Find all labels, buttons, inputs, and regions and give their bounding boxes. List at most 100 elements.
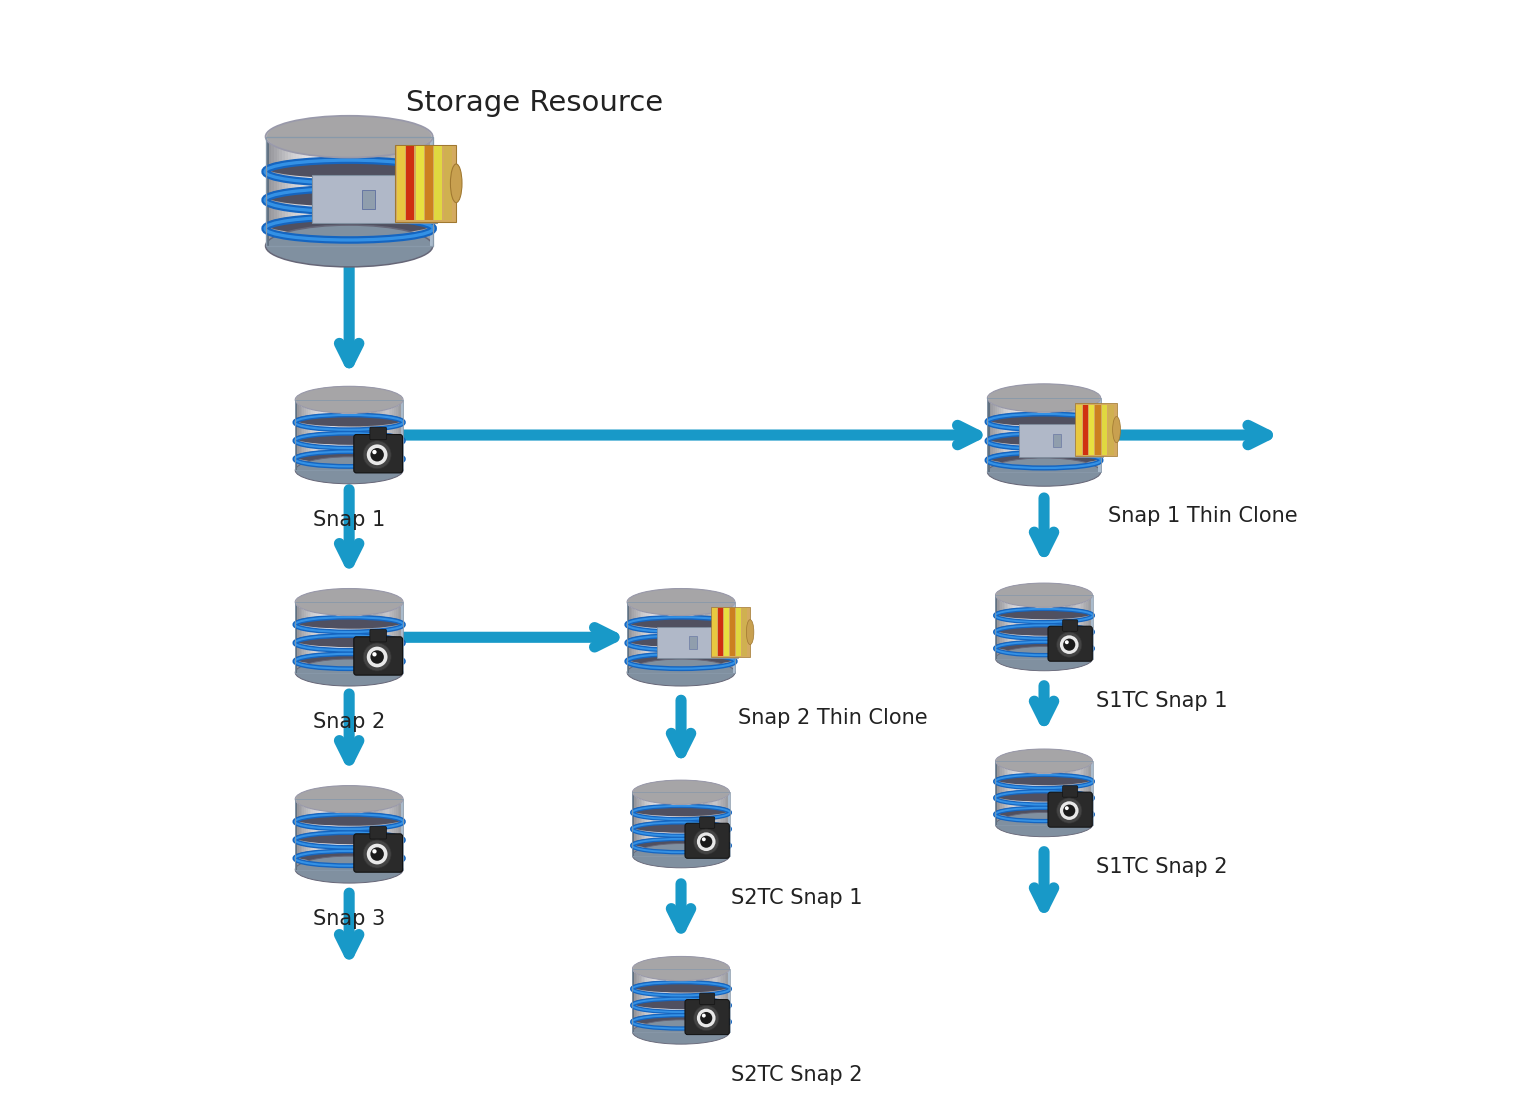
Polygon shape: [345, 602, 347, 673]
Ellipse shape: [634, 957, 729, 980]
Ellipse shape: [628, 589, 735, 615]
Ellipse shape: [628, 589, 733, 615]
Ellipse shape: [628, 589, 735, 615]
Ellipse shape: [267, 116, 431, 157]
Ellipse shape: [296, 386, 402, 413]
Polygon shape: [322, 799, 324, 869]
Ellipse shape: [295, 615, 403, 629]
Polygon shape: [351, 137, 354, 246]
Polygon shape: [362, 399, 364, 470]
Ellipse shape: [296, 387, 402, 413]
Polygon shape: [269, 137, 272, 246]
Polygon shape: [657, 602, 660, 673]
Polygon shape: [700, 969, 703, 1032]
Polygon shape: [1073, 398, 1074, 472]
Ellipse shape: [996, 750, 1091, 773]
Ellipse shape: [296, 786, 402, 812]
Ellipse shape: [266, 115, 432, 158]
Polygon shape: [347, 137, 350, 246]
Polygon shape: [715, 602, 717, 673]
Polygon shape: [318, 799, 321, 869]
Ellipse shape: [295, 786, 403, 812]
Polygon shape: [1041, 595, 1042, 659]
Polygon shape: [652, 602, 654, 673]
Polygon shape: [316, 137, 319, 246]
Circle shape: [697, 833, 715, 852]
Polygon shape: [351, 602, 353, 673]
Polygon shape: [691, 792, 692, 856]
Polygon shape: [681, 602, 683, 673]
Polygon shape: [361, 799, 362, 869]
FancyBboxPatch shape: [354, 434, 402, 473]
Ellipse shape: [633, 780, 729, 805]
Polygon shape: [371, 799, 373, 869]
Polygon shape: [387, 602, 390, 673]
Polygon shape: [332, 602, 333, 673]
Ellipse shape: [634, 957, 729, 980]
Polygon shape: [1093, 398, 1096, 472]
Polygon shape: [686, 969, 688, 1032]
Polygon shape: [686, 602, 689, 673]
Polygon shape: [1071, 761, 1073, 825]
Polygon shape: [1048, 761, 1051, 825]
Ellipse shape: [996, 583, 1093, 608]
Ellipse shape: [987, 384, 1100, 412]
Polygon shape: [720, 969, 721, 1032]
Polygon shape: [361, 399, 362, 470]
Text: S1TC Snap 2: S1TC Snap 2: [1096, 857, 1227, 877]
Polygon shape: [633, 969, 634, 1032]
Polygon shape: [724, 792, 726, 856]
Polygon shape: [385, 799, 387, 869]
Polygon shape: [1024, 398, 1025, 472]
Polygon shape: [1028, 761, 1030, 825]
Polygon shape: [1091, 761, 1093, 825]
Polygon shape: [668, 602, 671, 673]
Polygon shape: [1039, 595, 1041, 659]
Polygon shape: [1042, 761, 1044, 825]
Ellipse shape: [633, 780, 729, 805]
Polygon shape: [333, 399, 335, 470]
Polygon shape: [707, 602, 711, 673]
Ellipse shape: [628, 589, 735, 615]
FancyBboxPatch shape: [370, 630, 387, 642]
FancyBboxPatch shape: [700, 994, 715, 1005]
Polygon shape: [633, 602, 634, 673]
Polygon shape: [1041, 761, 1042, 825]
Polygon shape: [1002, 398, 1004, 472]
Ellipse shape: [633, 957, 729, 980]
Ellipse shape: [266, 116, 432, 158]
Polygon shape: [1019, 761, 1022, 825]
Polygon shape: [425, 137, 428, 246]
Ellipse shape: [989, 384, 1100, 412]
Ellipse shape: [633, 780, 729, 805]
Polygon shape: [995, 761, 998, 825]
Ellipse shape: [989, 384, 1100, 412]
Polygon shape: [306, 799, 309, 869]
Ellipse shape: [296, 386, 402, 413]
Polygon shape: [993, 398, 995, 472]
Polygon shape: [1068, 398, 1071, 472]
Ellipse shape: [267, 116, 431, 157]
FancyBboxPatch shape: [700, 817, 715, 828]
Polygon shape: [704, 602, 706, 673]
Ellipse shape: [628, 589, 733, 615]
Ellipse shape: [295, 386, 403, 413]
Ellipse shape: [989, 384, 1100, 412]
Polygon shape: [313, 399, 315, 470]
Polygon shape: [630, 602, 631, 673]
Ellipse shape: [987, 384, 1100, 412]
Circle shape: [367, 844, 388, 864]
Polygon shape: [677, 602, 680, 673]
Ellipse shape: [633, 805, 729, 816]
Polygon shape: [1085, 595, 1086, 659]
Polygon shape: [697, 602, 700, 673]
Polygon shape: [662, 792, 663, 856]
Ellipse shape: [633, 780, 729, 805]
Polygon shape: [1083, 761, 1085, 825]
Ellipse shape: [295, 386, 403, 413]
Ellipse shape: [996, 749, 1093, 773]
Polygon shape: [665, 792, 666, 856]
Polygon shape: [396, 399, 397, 470]
Ellipse shape: [996, 583, 1091, 606]
Ellipse shape: [295, 659, 403, 686]
